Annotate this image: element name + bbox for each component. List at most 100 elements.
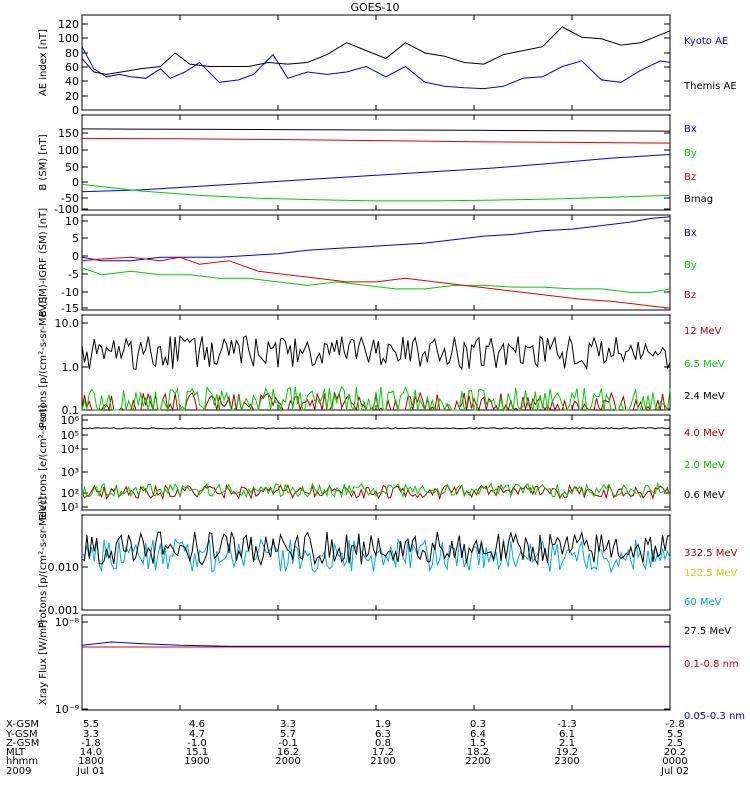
legend-label: By	[684, 260, 697, 271]
table-cell: 2200	[465, 756, 490, 767]
table-cell: 15.1	[186, 747, 208, 758]
table-cell: 4.7	[189, 729, 205, 740]
table-cell: 3.3	[280, 719, 296, 730]
y-tick-label: 10¹	[61, 501, 79, 514]
table-cell: -1.0	[187, 738, 207, 749]
series-line-themis-ae	[81, 26, 671, 75]
y-tick-label: -10	[61, 286, 79, 299]
y-tick-label: -5	[68, 268, 79, 281]
y-tick-label: 10.0	[55, 317, 80, 330]
table-cell: 5.5	[83, 719, 99, 730]
y-tick-label: 5	[72, 232, 79, 245]
legend-label: Kyoto AE	[684, 36, 728, 47]
panel-7: 10⁻⁸ 10⁻⁹ Xray Flux [W/m²] 0.1-0.8 nm 0.05-0…	[38, 614, 745, 722]
legend-label: 0.1-0.8 nm	[684, 659, 739, 670]
legend-label: Bx	[684, 124, 697, 135]
panel-frame	[81, 314, 671, 411]
y-tick-label: 20	[65, 90, 79, 103]
series-line-bx	[81, 154, 671, 193]
table-cell: -1.8	[81, 738, 101, 749]
y-tick-label: -100	[54, 203, 79, 216]
y-axis-label: B (SM) [nT]	[38, 134, 49, 190]
table-cell: Jul 01	[76, 766, 105, 777]
table-cell: 6.4	[470, 729, 486, 740]
table-cell: 1.9	[375, 719, 391, 730]
table-cell: 0000	[662, 756, 687, 767]
legend-label: Bz	[684, 290, 696, 301]
panel-frame	[81, 14, 671, 111]
series-line-bz	[81, 137, 671, 144]
y-tick-label: 80	[65, 47, 79, 60]
table-cell: 1.5	[470, 738, 486, 749]
series-line-0-05-0-3-nm	[81, 641, 670, 647]
row-label: 2009	[6, 766, 31, 777]
table-cell: -2.8	[665, 719, 685, 730]
series-line-27-5-mev	[81, 530, 671, 567]
table-cell: 1900	[184, 756, 209, 767]
y-tick-label: -50	[61, 192, 79, 205]
y-tick-label: 10²	[61, 487, 79, 500]
row-label: Z-GSM	[6, 738, 39, 749]
table-cell: 16.2	[277, 747, 299, 758]
y-tick-label: 50	[65, 161, 79, 174]
series-line-2-0-mev	[81, 482, 671, 499]
legend-label: 2.4 MeV	[684, 391, 725, 402]
y-tick-label: 100	[58, 144, 79, 157]
table-cell: 17.2	[372, 747, 394, 758]
legend-label: By	[684, 148, 697, 159]
y-tick-label: 0.010	[48, 561, 80, 574]
y-axis-label: Xray Flux [W/m²]	[38, 620, 49, 705]
legend-label: 6.5 MeV	[684, 359, 725, 370]
series-line-by	[81, 267, 671, 293]
table-cell: -0.1	[278, 738, 298, 749]
y-tick-label: 100	[58, 32, 79, 45]
legend-label: 60 MeV	[684, 597, 722, 608]
y-tick-label: 0.001	[48, 604, 80, 617]
y-tick-label: -15	[61, 302, 79, 315]
table-cell: 5.5	[667, 729, 683, 740]
table-cell: 5.7	[280, 729, 296, 740]
table-cell: 3.3	[83, 729, 99, 740]
y-axis-label: Electrons [e/(cm²-s-sr)]	[38, 405, 49, 521]
table-cell: 2100	[370, 756, 395, 767]
y-tick-label: 0	[72, 250, 79, 263]
series-line-0-6-mev	[81, 427, 671, 430]
panel-frame	[81, 214, 671, 311]
panel-frame	[81, 614, 671, 711]
table-cell: 0.3	[470, 719, 486, 730]
y-tick-label: 150	[58, 127, 79, 140]
table-cell: 2.5	[667, 738, 683, 749]
y-tick-label: 10⁵	[61, 429, 79, 442]
table-cell: -1.3	[557, 719, 577, 730]
row-label: Y-GSM	[5, 729, 38, 740]
chart-title: GOES-10	[350, 1, 399, 14]
legend-label: Bmag	[684, 194, 713, 205]
y-tick-label: 1.0	[62, 361, 80, 374]
series-line-kyoto-ae	[81, 46, 671, 90]
table-cell: 6.1	[559, 729, 575, 740]
y-tick-label: 10⁻⁸	[55, 616, 80, 629]
table-cell: 0.8	[375, 738, 391, 749]
panel-frame	[81, 514, 671, 611]
table-cell: 6.3	[375, 729, 391, 740]
table-cell: 4.6	[189, 719, 205, 730]
table-cell: 18.2	[467, 747, 489, 758]
legend-label: 12 MeV	[684, 326, 722, 337]
table-cell: 14.0	[80, 747, 102, 758]
table-cell: 20.2	[664, 747, 686, 758]
y-tick-label: 0.1	[62, 404, 80, 417]
y-tick-label: 0	[72, 176, 79, 189]
y-tick-label: 40	[65, 75, 79, 88]
orbit-ephemeris-table: X-GSM 5.5 4.6 3.3 1.9 0.3 -1.3 -2.8 Y-GSM 3.3 4.7 5…	[5, 719, 689, 777]
y-tick-label: 10⁻⁹	[55, 703, 79, 716]
legend-label: Themis AE	[683, 81, 737, 92]
legend-label: 332.5 MeV	[684, 548, 738, 559]
series-line-bx	[81, 216, 671, 262]
row-label: MLT	[6, 747, 26, 758]
table-cell: Jul 02	[660, 766, 689, 777]
row-label: X-GSM	[6, 719, 39, 730]
table-cell: 2300	[554, 756, 579, 767]
series-line-by	[81, 183, 671, 202]
